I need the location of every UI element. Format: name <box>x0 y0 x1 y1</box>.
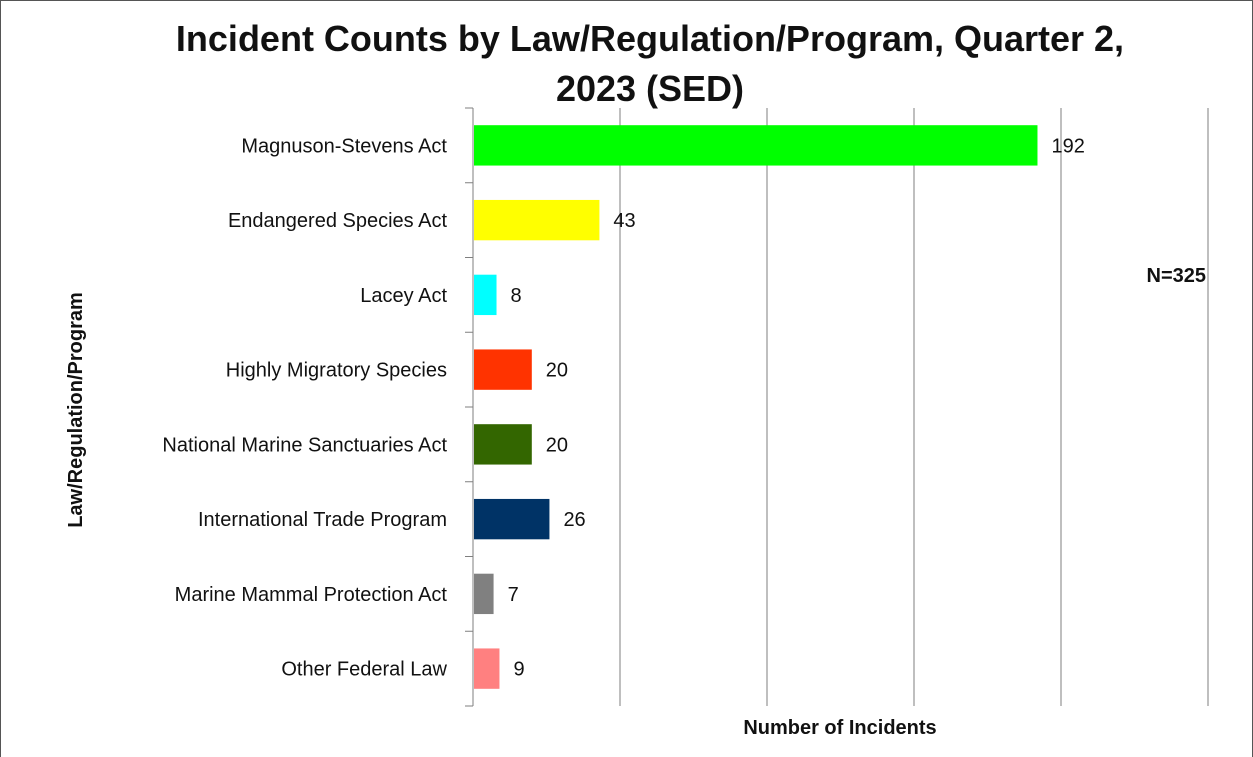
value-label: 8 <box>511 285 522 307</box>
category-label: International Trade Program <box>198 509 447 531</box>
y-axis <box>465 107 474 707</box>
bar <box>474 274 497 316</box>
category-label: National Marine Sanctuaries Act <box>162 434 447 456</box>
category-label: Highly Migratory Species <box>226 360 447 382</box>
category-label: Lacey Act <box>360 285 447 307</box>
bar <box>474 349 532 390</box>
bar <box>474 648 500 689</box>
value-label: 20 <box>546 360 568 382</box>
bar <box>474 498 550 540</box>
value-label: 43 <box>613 210 635 232</box>
bar <box>474 125 1038 166</box>
bars <box>474 125 1038 689</box>
value-label: 7 <box>508 584 519 606</box>
value-label: 20 <box>546 434 568 456</box>
bar <box>474 573 494 615</box>
x-axis-title: Number of Incidents <box>743 717 936 739</box>
category-label: Magnuson-Stevens Act <box>241 135 447 157</box>
bar <box>474 199 600 241</box>
gridlines <box>619 108 1209 706</box>
value-label: 9 <box>513 659 524 681</box>
category-label: Endangered Species Act <box>228 210 447 232</box>
value-label: 192 <box>1051 135 1084 157</box>
category-label: Marine Mammal Protection Act <box>175 584 448 606</box>
chart-title: Incident Counts by Law/Regulation/Progra… <box>175 18 1125 109</box>
labels: Magnuson-Stevens Act 192 Endangered Specie… <box>162 135 1084 680</box>
y-axis-title: Law/Regulation/Program <box>65 292 87 528</box>
value-label: 26 <box>563 509 585 531</box>
sample-size-annotation: N=325 <box>1147 265 1207 287</box>
category-label: Other Federal Law <box>281 659 447 681</box>
bar <box>474 424 532 465</box>
